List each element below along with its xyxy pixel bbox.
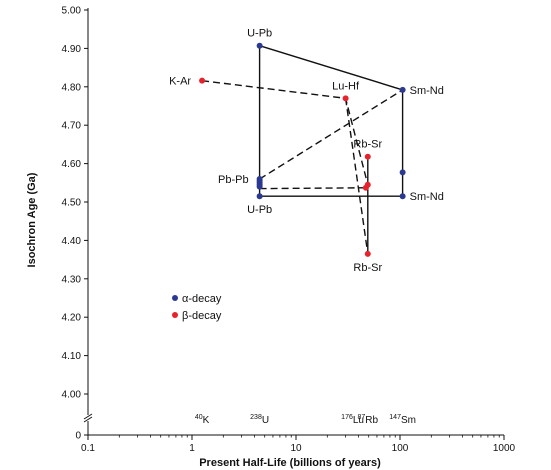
alpha-decay-point	[399, 193, 406, 200]
isotope-label: 176Lu	[341, 414, 364, 426]
point-label: Rb-Sr	[353, 139, 382, 151]
isotope-label: 87Rb	[357, 414, 378, 426]
dashed-line	[344, 98, 369, 254]
y-tick-label: 4.20	[62, 313, 82, 324]
legend-label: α-decay	[182, 293, 222, 305]
alpha-decay-point	[399, 86, 406, 93]
point-label: U-Pb	[247, 204, 272, 216]
x-tick-label: 10	[290, 443, 302, 454]
y-tick-label: 4.10	[62, 351, 82, 362]
solid-line	[259, 45, 403, 91]
legend-label: β-decay	[182, 310, 222, 322]
beta-decay-point	[362, 184, 369, 191]
y-tick-label: 4.60	[62, 159, 82, 170]
y-tick-label: 5.00	[62, 6, 82, 17]
alpha-decay-point	[399, 169, 406, 176]
point-label: Lu-Hf	[332, 80, 360, 92]
point-label: Pb-Pb	[218, 174, 249, 186]
isotope-label: 40K	[195, 414, 210, 426]
beta-decay-point	[199, 77, 206, 84]
dashed-line	[202, 80, 369, 185]
isotope-label: 147Sm	[389, 414, 416, 426]
y-axis-title: Isochron Age (Ga)	[26, 172, 38, 267]
beta-decay-point	[342, 95, 349, 102]
beta-decay-point	[364, 250, 371, 257]
point-label: Sm-Nd	[410, 85, 444, 97]
y-tick-label: 4.40	[62, 236, 82, 247]
isotope-label: 238U	[250, 414, 269, 426]
y-tick-label: 4.00	[62, 390, 82, 401]
x-tick-label: 0.1	[81, 443, 95, 454]
x-tick-label: 1000	[493, 443, 516, 454]
axes: 4.00 4.10 4.20 4.30 4.40 4.50 4.60 4.70 4.80 4.90…	[62, 6, 516, 455]
x-tick-label: 1	[189, 443, 195, 454]
y-tick-label: 4.50	[62, 198, 82, 209]
x-tick-label: 100	[392, 443, 409, 454]
y-tick-label: 4.30	[62, 274, 82, 285]
y-tick-label: 4.80	[62, 82, 82, 93]
x-axis-title: Present Half-Life (billions of years)	[199, 457, 381, 469]
y-tick-label: 4.90	[62, 44, 82, 55]
axis-break-mark	[83, 413, 93, 423]
y-tick-label: 0	[75, 431, 81, 442]
point-label: U-Pb	[247, 28, 272, 40]
point-label: K-Ar	[169, 76, 191, 88]
data-points: U-Pb U-Pb Pb-Pb Sm-Nd Sm-Nd K-Ar Lu-Hf Rb-Sr Rb-…	[169, 28, 444, 274]
alpha-decay-point	[256, 193, 263, 200]
dashed-line	[259, 187, 366, 190]
y-tick-label: 4.70	[62, 121, 82, 132]
legend: α-decay β-decay	[172, 293, 222, 322]
alpha-decay-point	[256, 42, 263, 49]
point-label: Rb-Sr	[353, 262, 382, 274]
point-label: Sm-Nd	[410, 191, 444, 203]
legend-marker	[172, 295, 178, 301]
legend-marker	[172, 312, 178, 318]
beta-decay-point	[364, 153, 371, 160]
alpha-decay-point	[256, 183, 263, 190]
dashed-line	[259, 89, 403, 180]
